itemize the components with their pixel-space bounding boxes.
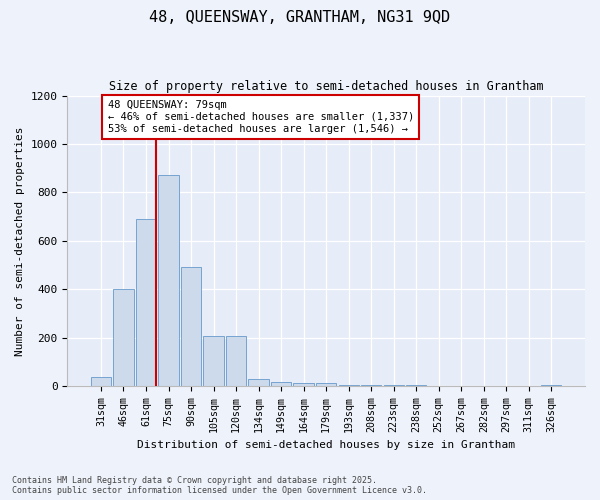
Bar [361,384,382,386]
Bar [226,336,246,386]
Bar [91,378,111,386]
Title: Size of property relative to semi-detached houses in Grantham: Size of property relative to semi-detach… [109,80,544,93]
Bar [248,378,269,386]
Bar [113,289,134,386]
Bar [293,383,314,386]
Y-axis label: Number of semi-detached properties: Number of semi-detached properties [15,126,25,356]
Bar [203,336,224,386]
Bar [136,219,156,386]
Bar [271,382,291,386]
Bar [338,384,359,386]
Bar [181,268,201,386]
Bar [383,385,404,386]
X-axis label: Distribution of semi-detached houses by size in Grantham: Distribution of semi-detached houses by … [137,440,515,450]
Bar [158,176,179,386]
Text: 48, QUEENSWAY, GRANTHAM, NG31 9QD: 48, QUEENSWAY, GRANTHAM, NG31 9QD [149,10,451,25]
Text: 48 QUEENSWAY: 79sqm
← 46% of semi-detached houses are smaller (1,337)
53% of sem: 48 QUEENSWAY: 79sqm ← 46% of semi-detach… [108,100,414,134]
Bar [316,383,336,386]
Text: Contains HM Land Registry data © Crown copyright and database right 2025.
Contai: Contains HM Land Registry data © Crown c… [12,476,427,495]
